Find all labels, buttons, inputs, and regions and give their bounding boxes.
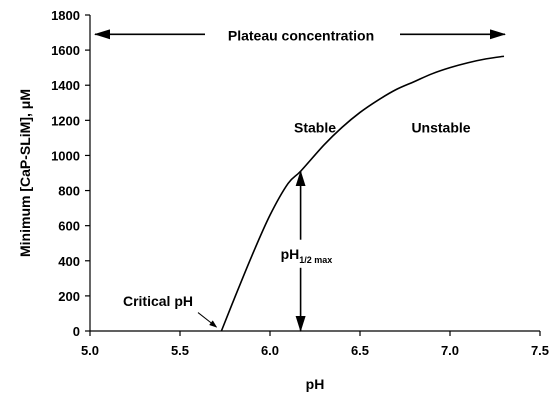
x-tick-label: 5.5	[171, 343, 189, 358]
critical-ph-label: Critical pH	[123, 293, 193, 309]
y-tick-label: 200	[58, 289, 80, 304]
y-tick-label: 1200	[51, 113, 80, 128]
stable-label: Stable	[294, 119, 336, 135]
y-tick-label: 1400	[51, 78, 80, 93]
y-axis-ticks: 0 200 400 600 800 1000 1200 1400 1600 1800	[51, 8, 90, 339]
y-axis-title: Minimum [CaP-SLiM], μM	[17, 89, 33, 257]
unstable-label: Unstable	[411, 119, 470, 135]
x-tick-label: 6.5	[351, 343, 369, 358]
y-tick-label: 1800	[51, 8, 80, 23]
y-tick-label: 0	[73, 324, 80, 339]
y-tick-label: 1600	[51, 43, 80, 58]
y-tick-label: 400	[58, 254, 80, 269]
plot-area: 5.0 5.5 6.0 6.5 7.0 7.5 0 200 400 600 800 1000 1200…	[17, 8, 549, 392]
x-tick-label: 5.0	[81, 343, 99, 358]
half-max-ph-subscript: 1/2 max	[299, 255, 332, 265]
y-tick-label: 800	[58, 184, 80, 199]
half-max-ph-main: pH	[281, 246, 300, 262]
series-line	[220, 55, 505, 332]
x-axis-title: pH	[306, 376, 325, 392]
plateau-concentration-label: Plateau concentration	[228, 27, 374, 43]
x-tick-label: 7.5	[531, 343, 549, 358]
critical-ph-arrow	[197, 312, 218, 328]
y-tick-label: 600	[58, 219, 80, 234]
x-tick-label: 7.0	[441, 343, 459, 358]
x-axis-ticks: 5.0 5.5 6.0 6.5 7.0 7.5	[81, 331, 549, 358]
half-max-ph-label: pH1/2 max	[281, 246, 333, 265]
x-tick-label: 6.0	[261, 343, 279, 358]
y-tick-label: 1000	[51, 148, 80, 163]
